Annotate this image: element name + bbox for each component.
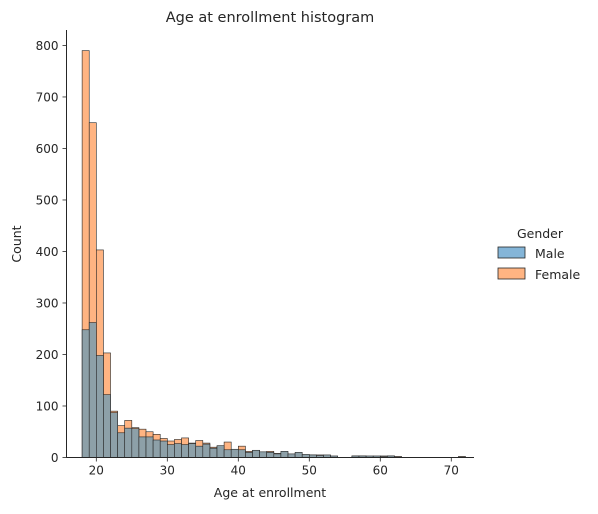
male-bar (88, 322, 97, 458)
male-bar (138, 436, 147, 458)
x-tick-label: 50 (302, 464, 317, 478)
male-bars (81, 322, 466, 458)
x-axis-label: Age at enrollment (214, 485, 327, 500)
y-tick-label: 400 (36, 245, 59, 259)
y-tick-label: 600 (36, 142, 59, 156)
y-axis-ticks: 0 100 200 300 400 500 600 700 800 (36, 39, 67, 465)
y-tick-label: 300 (36, 296, 59, 310)
x-tick-label: 30 (160, 464, 175, 478)
male-bar (238, 449, 246, 458)
x-tick-label: 60 (373, 464, 388, 478)
female-bars (81, 50, 466, 458)
y-tick-label: 800 (36, 39, 59, 53)
male-bar (266, 452, 275, 458)
male-bar (273, 453, 282, 458)
male-bar (181, 444, 189, 458)
y-axis-label: Count (9, 225, 24, 262)
male-bar (145, 436, 154, 458)
male-bar (96, 355, 104, 458)
male-bar (202, 443, 211, 458)
male-bar (117, 432, 126, 458)
y-tick-label: 500 (36, 193, 59, 207)
male-bar (124, 427, 133, 458)
male-bar (188, 443, 197, 458)
male-bar (110, 412, 118, 458)
y-tick-label: 700 (36, 90, 59, 104)
x-tick-label: 70 (444, 464, 459, 478)
male-bar (287, 453, 296, 458)
male-bar (103, 394, 111, 458)
male-bar (252, 449, 260, 458)
male-bar (209, 447, 218, 458)
chart-title: Age at enrollment histogram (166, 10, 375, 26)
x-tick-label: 40 (231, 464, 246, 478)
legend-label-female: Female (535, 267, 581, 282)
male-bar (159, 440, 168, 458)
legend-swatch-male (497, 246, 526, 259)
x-tick-label: 20 (89, 464, 104, 478)
x-axis-ticks: 20 30 40 50 60 70 (89, 457, 459, 478)
male-bar (216, 445, 225, 458)
male-bar (245, 452, 253, 458)
male-bar (259, 451, 268, 458)
male-bar (195, 445, 204, 458)
male-bar (223, 449, 232, 458)
legend: Gender Male Female (497, 226, 581, 282)
y-tick-label: 100 (36, 399, 59, 413)
male-bar (81, 329, 90, 458)
male-bar (294, 452, 303, 458)
legend-title: Gender (517, 226, 564, 241)
male-bar (280, 451, 289, 458)
male-bar (174, 443, 182, 458)
male-bar (131, 428, 140, 458)
y-tick-label: 0 (51, 451, 59, 465)
male-bar (230, 448, 239, 458)
y-tick-label: 200 (36, 348, 59, 362)
male-bar (152, 439, 161, 458)
legend-label-male: Male (535, 246, 565, 261)
legend-swatch-female (497, 267, 526, 280)
male-bar (167, 444, 175, 458)
